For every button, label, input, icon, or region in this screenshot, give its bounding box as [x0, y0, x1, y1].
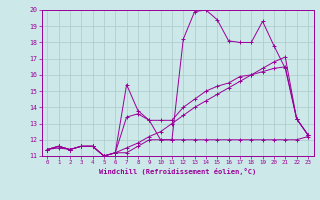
X-axis label: Windchill (Refroidissement éolien,°C): Windchill (Refroidissement éolien,°C) [99, 168, 256, 175]
